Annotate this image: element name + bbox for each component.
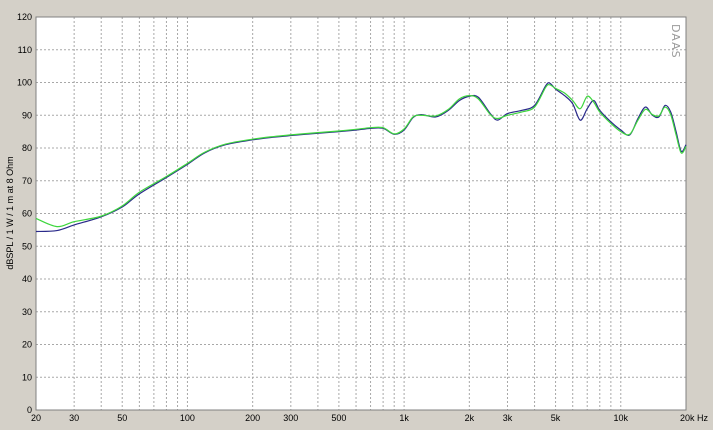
grid-minor: [35, 17, 687, 410]
y-tick-label: 0: [27, 405, 32, 415]
y-tick-label: 110: [18, 45, 32, 55]
y-tick-label: 90: [22, 110, 32, 120]
y-tick-label: 80: [22, 143, 32, 153]
y-tick-label: 20: [22, 340, 32, 350]
x-tick-label: 100: [180, 413, 195, 423]
x-tick-label: 1k: [399, 413, 409, 423]
series-layer: [35, 82, 687, 233]
series-line-2: [35, 83, 687, 228]
y-tick-label: 40: [22, 274, 32, 284]
plot-border: [35, 16, 687, 411]
y-tick-label: 60: [22, 209, 32, 219]
x-tick-label: 30: [69, 413, 79, 423]
x-tick-label: 3k: [503, 413, 513, 423]
x-tick-label: 20: [31, 413, 41, 423]
x-tick-label: 2k: [465, 413, 475, 423]
x-tick-label: 20k Hz: [680, 413, 709, 423]
y-tick-label: 70: [22, 176, 32, 186]
x-tick-label: 10k: [614, 413, 629, 423]
watermark: DAAS: [669, 24, 682, 59]
x-tick-label: 500: [331, 413, 346, 423]
x-tick-label: 50: [117, 413, 127, 423]
y-tick-label: 50: [22, 241, 32, 251]
y-axis-label: dBSPL / 1 W / 1 m at 8 Ohm: [5, 156, 15, 269]
y-tick-label: 30: [22, 307, 32, 317]
y-tick-label: 120: [17, 12, 32, 22]
x-tick-label: 300: [283, 413, 298, 423]
x-tick-label: 5k: [551, 413, 561, 423]
x-tick-label: 200: [245, 413, 260, 423]
y-tick-labels: 0 10 20 30 40 50 60 70 80 90 100 110 120: [17, 12, 32, 415]
y-tick-label: 10: [22, 372, 32, 382]
x-tick-labels: 20 30 50 100 200 300 500 1k 2k 3k 5k 10k 20k Hz: [31, 413, 709, 423]
y-tick-label: 100: [17, 78, 32, 88]
grid-major: [35, 16, 687, 411]
